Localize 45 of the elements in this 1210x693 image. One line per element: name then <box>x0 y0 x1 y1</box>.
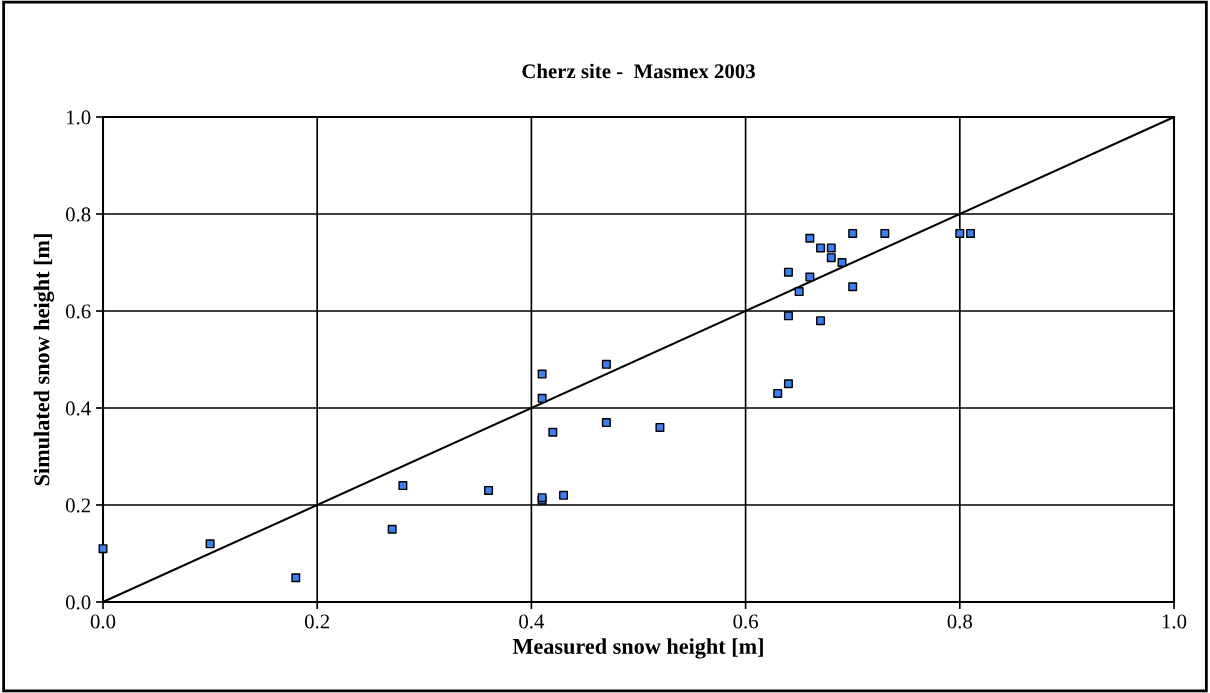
point <box>601 418 611 428</box>
point <box>794 287 804 297</box>
point <box>837 258 847 267</box>
point <box>548 427 558 437</box>
point <box>955 228 965 238</box>
point <box>848 228 858 238</box>
point <box>816 243 826 253</box>
chart-title: Cherz site - Masmex 2003 <box>522 63 755 79</box>
y-tick-label: 0.2 <box>65 498 91 513</box>
point <box>783 267 793 277</box>
point <box>773 388 783 398</box>
y-tick-label: 0.6 <box>65 304 91 319</box>
point <box>783 311 793 321</box>
point <box>398 481 408 491</box>
point <box>655 422 665 432</box>
point <box>805 233 815 243</box>
point <box>537 393 547 403</box>
point <box>826 243 836 253</box>
point <box>291 573 301 583</box>
point <box>98 544 108 554</box>
x-tick-label: 1.0 <box>1162 614 1187 629</box>
y-tick-label: 0.0 <box>65 595 91 610</box>
point <box>559 490 569 500</box>
point <box>537 369 547 379</box>
point <box>805 272 815 282</box>
x-tick-label: 0.4 <box>519 614 545 629</box>
x-tick-label: 0.6 <box>733 614 758 629</box>
point <box>601 359 611 369</box>
point <box>387 524 397 534</box>
point <box>848 282 858 292</box>
y-tick-label: 1.0 <box>66 110 91 125</box>
x-axis-title: Measured snow height [m] <box>512 638 763 659</box>
y-axis-title: Simulated snow height [m] <box>33 234 55 486</box>
x-tick-label: 0.2 <box>304 614 330 629</box>
point <box>205 539 215 549</box>
y-tick-label: 0.4 <box>65 401 91 416</box>
x-tick-label: 0.8 <box>947 614 973 629</box>
point <box>783 379 793 389</box>
x-tick-label: 0.0 <box>90 614 116 629</box>
point <box>826 253 836 263</box>
point <box>484 485 494 495</box>
point <box>816 316 826 326</box>
point <box>966 228 976 238</box>
point <box>880 228 890 238</box>
y-tick-label: 0.8 <box>65 207 91 222</box>
